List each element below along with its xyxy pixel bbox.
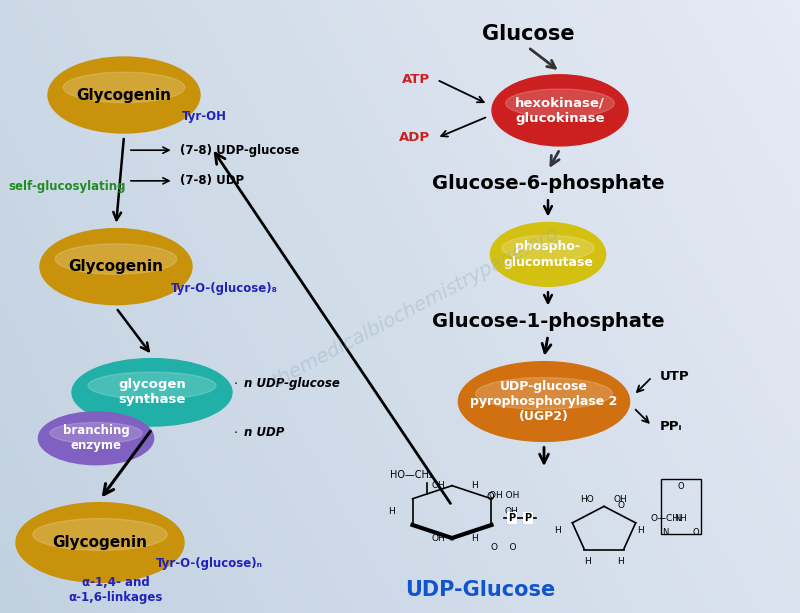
Ellipse shape bbox=[458, 362, 630, 441]
Text: (7-8) UDP: (7-8) UDP bbox=[180, 174, 244, 188]
Ellipse shape bbox=[16, 503, 184, 582]
Text: H: H bbox=[584, 557, 590, 566]
Ellipse shape bbox=[502, 235, 594, 261]
Text: (7-8) UDP-glucose: (7-8) UDP-glucose bbox=[180, 143, 299, 157]
Text: H: H bbox=[618, 557, 624, 566]
Text: O: O bbox=[678, 482, 684, 491]
Text: branching: branching bbox=[62, 424, 130, 437]
Ellipse shape bbox=[506, 89, 614, 118]
Text: H: H bbox=[638, 526, 644, 535]
Text: HO: HO bbox=[581, 495, 594, 504]
Text: Glucose: Glucose bbox=[482, 24, 574, 44]
Text: UDP-glucose: UDP-glucose bbox=[500, 379, 588, 393]
Text: n UDP: n UDP bbox=[244, 425, 284, 439]
Text: ADP: ADP bbox=[399, 131, 430, 145]
Text: Glycogenin: Glycogenin bbox=[77, 88, 171, 102]
Text: (UGP2): (UGP2) bbox=[519, 410, 569, 424]
Ellipse shape bbox=[63, 72, 185, 102]
Text: N: N bbox=[662, 528, 669, 537]
Text: P: P bbox=[509, 513, 515, 523]
Text: synthase: synthase bbox=[118, 394, 186, 406]
Text: self-glucosylating: self-glucosylating bbox=[8, 180, 126, 194]
Text: Tyr-OH: Tyr-OH bbox=[182, 110, 226, 123]
Ellipse shape bbox=[33, 519, 167, 550]
Text: OH: OH bbox=[431, 534, 445, 543]
Text: Tyr-O-(glucose)₈: Tyr-O-(glucose)₈ bbox=[170, 281, 278, 295]
Text: n UDP-glucose: n UDP-glucose bbox=[244, 376, 340, 390]
Text: Glycogenin: Glycogenin bbox=[69, 259, 163, 274]
Text: O: O bbox=[693, 528, 699, 537]
Text: glucokinase: glucokinase bbox=[515, 112, 605, 124]
Text: themedicalbiochemistrypage.org: themedicalbiochemistrypage.org bbox=[269, 223, 563, 390]
Text: NH: NH bbox=[674, 514, 687, 523]
Text: hexokinase/: hexokinase/ bbox=[515, 96, 605, 109]
Text: glycogen: glycogen bbox=[118, 378, 186, 391]
Ellipse shape bbox=[492, 75, 628, 146]
Ellipse shape bbox=[475, 378, 613, 409]
Text: pyrophosphorylase 2: pyrophosphorylase 2 bbox=[470, 395, 618, 408]
Text: OH OH: OH OH bbox=[489, 490, 519, 500]
Text: O    O: O O bbox=[491, 543, 517, 552]
Text: Glucose-6-phosphate: Glucose-6-phosphate bbox=[432, 175, 664, 193]
Text: glucomutase: glucomutase bbox=[503, 256, 593, 268]
Ellipse shape bbox=[490, 223, 606, 286]
Text: O—CH₂: O—CH₂ bbox=[650, 514, 683, 523]
Text: OH: OH bbox=[505, 508, 518, 516]
Text: H: H bbox=[471, 481, 478, 490]
Text: enzyme: enzyme bbox=[70, 440, 122, 452]
Text: UDP-Glucose: UDP-Glucose bbox=[405, 580, 555, 600]
Ellipse shape bbox=[48, 57, 200, 133]
Text: P: P bbox=[525, 513, 531, 523]
Text: H: H bbox=[554, 526, 561, 535]
Text: PPᵢ: PPᵢ bbox=[660, 419, 682, 433]
Text: O: O bbox=[617, 501, 624, 510]
Text: Glucose-1-phosphate: Glucose-1-phosphate bbox=[432, 313, 664, 331]
Text: phospho-: phospho- bbox=[515, 240, 581, 253]
Text: α-1,4- and
α-1,6-linkages: α-1,4- and α-1,6-linkages bbox=[69, 576, 163, 604]
Text: OH: OH bbox=[431, 481, 445, 490]
Text: OH: OH bbox=[614, 495, 627, 504]
Ellipse shape bbox=[72, 359, 232, 426]
Ellipse shape bbox=[88, 372, 216, 399]
Text: ATP: ATP bbox=[402, 73, 430, 86]
Text: Glycogenin: Glycogenin bbox=[53, 535, 147, 550]
Ellipse shape bbox=[38, 412, 154, 465]
Ellipse shape bbox=[55, 244, 177, 274]
Text: Tyr-O-(glucose)ₙ: Tyr-O-(glucose)ₙ bbox=[156, 557, 263, 571]
Text: O: O bbox=[487, 492, 494, 503]
Ellipse shape bbox=[40, 229, 192, 305]
Text: H: H bbox=[471, 534, 478, 543]
Text: UTP: UTP bbox=[660, 370, 690, 384]
Text: H: H bbox=[388, 508, 395, 516]
Text: HO—CH₂: HO—CH₂ bbox=[390, 470, 432, 481]
Ellipse shape bbox=[50, 422, 142, 444]
